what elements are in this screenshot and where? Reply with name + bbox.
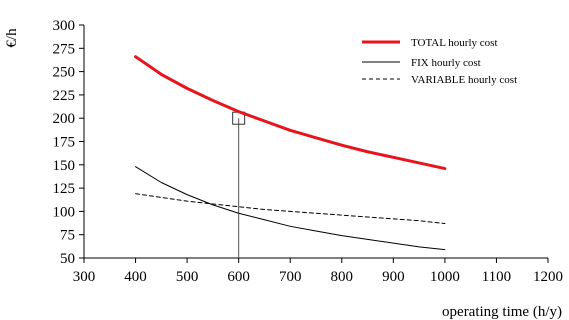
annotation-layer bbox=[232, 111, 246, 258]
series-line-0 bbox=[134, 55, 447, 171]
legend: TOTAL hourly cost FIX hourly cost VARIAB… bbox=[362, 37, 517, 86]
y-tick-label-175: 175 bbox=[53, 135, 76, 151]
y-tick-label-150: 150 bbox=[53, 158, 76, 174]
x-tick-label-400: 400 bbox=[124, 269, 147, 285]
x-tick-label-1000: 1000 bbox=[430, 269, 460, 285]
x-tick-label-900: 900 bbox=[382, 269, 405, 285]
y-tick-label-250: 250 bbox=[53, 65, 76, 81]
legend-label-total: TOTAL hourly cost bbox=[411, 37, 498, 49]
x-tick-label-500: 500 bbox=[176, 269, 199, 285]
x-tick-label-600: 600 bbox=[227, 269, 250, 285]
series-layer bbox=[134, 55, 447, 251]
y-axis-label: €/h bbox=[4, 28, 20, 48]
x-axis-label: operating time (h/y) bbox=[442, 304, 562, 320]
series-line-2 bbox=[135, 193, 446, 225]
x-tick-label-800: 800 bbox=[331, 269, 354, 285]
series-line-1 bbox=[135, 166, 446, 251]
y-tick-label-125: 125 bbox=[53, 181, 76, 197]
x-tick-label-1100: 1100 bbox=[482, 269, 511, 285]
y-tick-label-300: 300 bbox=[53, 18, 76, 34]
legend-label-fix: FIX hourly cost bbox=[411, 57, 481, 69]
x-tick-label-1200: 1200 bbox=[533, 269, 563, 285]
x-tick-label-300: 300 bbox=[73, 269, 96, 285]
y-tick-label-50: 50 bbox=[60, 251, 75, 267]
x-tick-label-700: 700 bbox=[279, 269, 302, 285]
y-tick-label-100: 100 bbox=[53, 204, 76, 220]
axes: 50 75 100 125 150 175 200 225 250 275 300 300 400 500… bbox=[53, 18, 564, 285]
y-tick-label-275: 275 bbox=[53, 41, 76, 57]
y-tick-label-200: 200 bbox=[53, 111, 76, 127]
y-tick-label-225: 225 bbox=[53, 88, 76, 104]
y-tick-label-75: 75 bbox=[60, 228, 75, 244]
legend-label-variable: VARIABLE hourly cost bbox=[411, 74, 517, 86]
